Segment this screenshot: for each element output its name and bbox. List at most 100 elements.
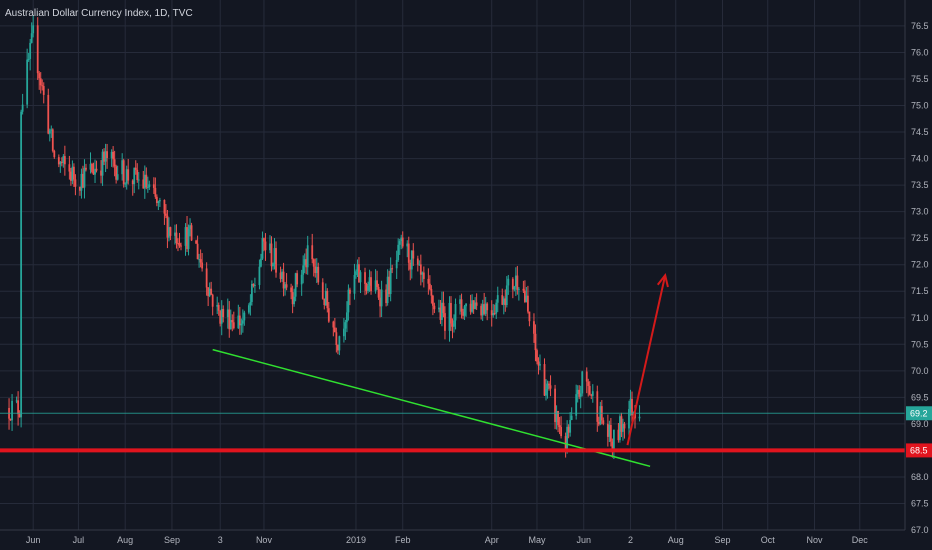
x-tick-label: Dec (852, 535, 869, 545)
candle-body (148, 184, 151, 188)
candle-body (376, 280, 378, 287)
candle-body (177, 243, 179, 245)
candle-body (620, 416, 623, 432)
candle-body (27, 58, 30, 60)
candle-body (157, 201, 160, 203)
x-tick-label: Aug (117, 535, 133, 545)
candle-body (465, 303, 467, 307)
x-tick-label: May (528, 535, 546, 545)
candle-body (186, 227, 188, 250)
projection-arrow-line[interactable] (626, 275, 667, 446)
support-trendline[interactable] (212, 348, 651, 468)
candle-body (57, 157, 60, 165)
candle-body (389, 268, 392, 294)
candle-body (359, 272, 362, 283)
candle-body (312, 259, 315, 267)
candle-body (557, 411, 559, 426)
candle-body (418, 264, 421, 266)
candle-body (333, 327, 336, 333)
candle-body (585, 371, 588, 382)
x-tick-label: Sep (164, 535, 180, 545)
x-tick-label: Apr (485, 535, 499, 545)
candle-body (240, 323, 243, 326)
candle-body (254, 285, 256, 287)
candle-body (555, 411, 558, 423)
candle-body (228, 309, 231, 330)
candle-body (490, 310, 493, 316)
candle-body (63, 156, 66, 165)
candle-body (79, 186, 81, 191)
candle-body (453, 320, 455, 327)
candle-body (578, 389, 581, 397)
candle-body (619, 416, 621, 441)
candle-body (522, 288, 525, 291)
candle-body (26, 59, 29, 105)
time-axis[interactable]: Jun Jul Aug Sep 3 Nov 2019 Feb Apr May Jun 2 Aug Sep O… (0, 529, 905, 545)
candles (8, 14, 641, 460)
candle-body (472, 300, 475, 309)
candle-body (347, 289, 350, 313)
candle-body (158, 199, 161, 202)
candle-body (454, 303, 457, 321)
candle-body (517, 288, 520, 290)
candle-body (617, 429, 620, 441)
candle-body (609, 424, 612, 442)
candle-body (590, 394, 593, 396)
candle-body (356, 264, 359, 272)
candle-body (106, 151, 108, 158)
candle-body (231, 320, 234, 323)
y-tick-label: 73.5 (911, 180, 929, 190)
candle-body (622, 423, 624, 432)
candle-body (422, 272, 425, 279)
candle-body (112, 151, 115, 160)
candle-body (73, 166, 75, 180)
candle-body (165, 213, 167, 216)
y-tick-label: 71.5 (911, 286, 929, 296)
candle-body (450, 302, 452, 324)
price-axis[interactable]: 76.5 76.0 75.5 75.0 74.5 74.0 73.5 73.0 72.5 72.0… (904, 0, 932, 535)
candle-body (302, 265, 305, 275)
candle-body (398, 241, 401, 245)
candle-body (196, 243, 199, 260)
candle-body (273, 248, 276, 264)
candle-body (305, 259, 308, 268)
candle-body (284, 284, 286, 289)
x-tick-label: 3 (218, 535, 223, 545)
candle-body (293, 296, 296, 305)
candle-body (421, 272, 424, 275)
candle-body (406, 243, 409, 247)
candle-body (612, 429, 615, 450)
candle-body (397, 244, 400, 260)
candle-body (74, 179, 77, 187)
candle-body (125, 169, 128, 184)
candle-body (199, 259, 202, 263)
candle-body (441, 302, 443, 320)
candle-body (217, 304, 220, 311)
candle-body (237, 315, 240, 329)
candle-body (332, 321, 335, 328)
candle-body (486, 303, 489, 311)
candle-body (321, 282, 324, 299)
candle-body (187, 229, 190, 250)
candle-body (20, 111, 23, 418)
candle-body (353, 274, 356, 294)
candle-body (143, 174, 146, 189)
x-tick-label: Nov (806, 535, 823, 545)
candle-body (471, 300, 474, 312)
candle-body (343, 328, 345, 337)
candle-body (261, 238, 264, 259)
candle-body (469, 303, 472, 312)
candle-body (364, 272, 366, 284)
candle-body (18, 414, 21, 418)
candle-body (483, 304, 486, 314)
candle-body (175, 232, 178, 244)
candle-body (91, 163, 93, 172)
y-tick-label: 75.0 (911, 101, 929, 111)
candle-body (53, 150, 56, 158)
candle-body (21, 104, 24, 112)
candle-body (166, 215, 169, 238)
candle-body (29, 42, 32, 59)
